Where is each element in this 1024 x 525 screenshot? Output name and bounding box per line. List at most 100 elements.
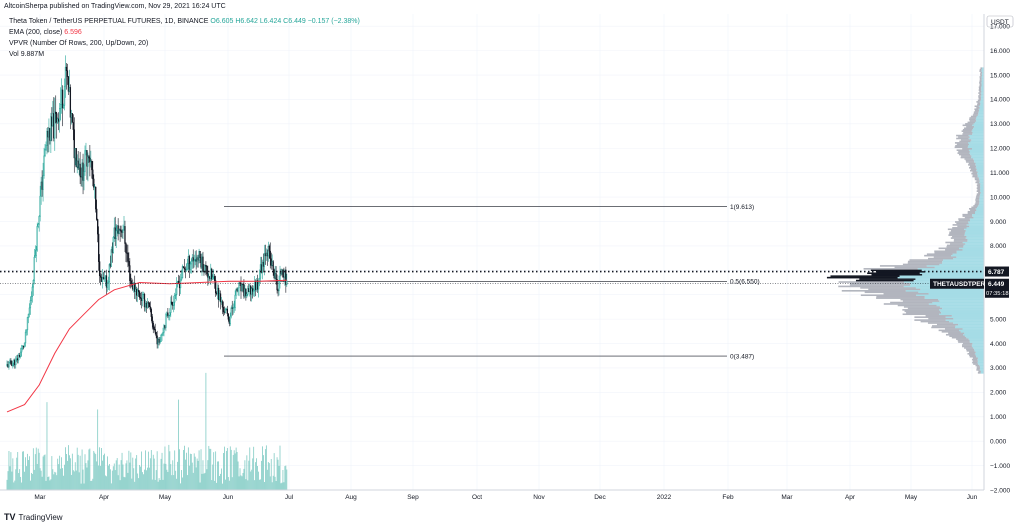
- candle-body: [28, 307, 31, 315]
- candle-body: [154, 329, 156, 333]
- candle-body: [56, 113, 58, 123]
- candle-body: [134, 282, 136, 292]
- volume-legend[interactable]: Vol 9.887M: [9, 51, 44, 58]
- candle-body: [41, 181, 43, 190]
- candle-body: [122, 229, 124, 233]
- vpvr-row-down: [978, 89, 982, 91]
- vpvr-row-up: [972, 128, 984, 131]
- candle-body: [48, 128, 50, 138]
- x-tick-label: May: [905, 494, 918, 501]
- vpvr-row-down: [975, 199, 980, 201]
- vpvr-row-up: [964, 228, 984, 231]
- vpvr-row-up: [981, 87, 984, 90]
- candle-body: [221, 301, 224, 308]
- y-tick-label: 4.000: [990, 341, 1007, 348]
- vpvr-row-down: [953, 240, 968, 242]
- vpvr-row-down: [933, 256, 957, 258]
- candle-body: [99, 275, 102, 278]
- x-tick-label: Nov: [533, 494, 545, 501]
- vpvr-row-down: [972, 361, 978, 364]
- candle-body: [183, 267, 186, 270]
- vpvr-row-down: [979, 77, 982, 80]
- vpvr-row-up: [969, 225, 984, 228]
- vpvr-row-down: [949, 231, 965, 234]
- vpvr-row-down: [963, 131, 973, 134]
- vpvr-row-down: [980, 74, 982, 77]
- x-tick-label: 2022: [657, 494, 672, 501]
- candle-body: [218, 293, 221, 300]
- candle-body: [272, 261, 274, 270]
- vpvr-row-down: [957, 339, 970, 342]
- candle-body: [121, 230, 123, 233]
- candle-body: [108, 264, 111, 283]
- vpvr-row-down: [964, 127, 974, 130]
- volume-value: 9.887M: [20, 51, 45, 58]
- vpvr-row-up: [962, 328, 984, 330]
- symbol-line[interactable]: Theta Token / TetherUS PERPETUAL FUTURES…: [9, 18, 360, 25]
- currency-label: USDT: [991, 19, 1009, 26]
- candle-body: [264, 253, 267, 257]
- vpvr-row-down: [972, 360, 978, 362]
- candle-body: [135, 289, 137, 292]
- vpvr-row-up: [978, 205, 984, 207]
- candle-body: [23, 342, 26, 348]
- candle-body: [65, 66, 68, 71]
- candle-body: [253, 289, 255, 292]
- vpvr-row-up: [969, 218, 984, 220]
- vpvr-row-down: [948, 234, 965, 236]
- candle-body: [207, 273, 209, 278]
- vpvr-row-up: [968, 145, 984, 147]
- vpvr-row-down: [969, 355, 977, 358]
- candle-body: [244, 288, 246, 297]
- candle-body: [195, 259, 197, 262]
- vpvr-row-up: [975, 210, 984, 213]
- vpvr-row-down: [945, 241, 963, 244]
- vpvr-row-down: [928, 257, 954, 260]
- candle-body: [217, 287, 220, 300]
- candle-body: [190, 260, 192, 265]
- candle-body: [72, 122, 74, 130]
- vpvr-row-down: [849, 284, 911, 286]
- time-axis[interactable]: Mar Apr May Jun Jul Aug Sep Oct Nov Dec 2022 Feb Mar…: [0, 489, 984, 501]
- y-tick-label: 9.000: [990, 219, 1007, 226]
- vpvr-legend[interactable]: VPVR (Number Of Rows, 200, Up/Down, 20): [9, 40, 149, 47]
- vpvr-row-down: [978, 95, 981, 97]
- symbol-tag-text: THETAUSDTPERP: [933, 281, 990, 288]
- vpvr-row-down: [978, 86, 982, 89]
- vpvr-row-down: [954, 146, 968, 149]
- vpvr-row-down: [969, 354, 976, 357]
- vpvr-row-down: [979, 79, 982, 81]
- candle-body: [52, 113, 54, 127]
- vpvr-row-down: [956, 222, 969, 225]
- fib-level-label: 0(3.487): [730, 353, 754, 360]
- vpvr-row-down: [956, 143, 970, 146]
- vpvr-row-up: [972, 213, 984, 216]
- vpvr-row-up: [919, 272, 984, 275]
- candle-body: [147, 302, 150, 304]
- ema-line: [6, 279, 287, 413]
- vpvr-row-down: [904, 310, 941, 313]
- candle-body: [283, 276, 285, 278]
- candle-body: [29, 300, 32, 309]
- vpvr-row-down: [956, 137, 969, 140]
- vpvr-row-down: [900, 298, 939, 301]
- candle-body: [206, 266, 208, 275]
- tradingview-brand[interactable]: TV TradingView: [4, 512, 63, 522]
- vpvr-row-down: [954, 142, 969, 144]
- vpvr-row-up: [977, 360, 984, 362]
- vpvr-row-down: [976, 366, 980, 368]
- candle-body: [232, 307, 234, 309]
- candle-body: [214, 276, 216, 281]
- vpvr-row-up: [968, 137, 984, 140]
- vpvr-row-down: [979, 90, 982, 93]
- candle-body: [224, 308, 227, 313]
- fib-retracement[interactable]: 1(9.613) 0.5(6.550) 0(3.487): [224, 204, 760, 361]
- vpvr-row-down: [967, 121, 975, 124]
- candle-body: [246, 293, 248, 296]
- vpvr-row-down: [969, 117, 976, 119]
- x-tick-label: Mar: [34, 494, 46, 501]
- ema-legend[interactable]: EMA (200, close) 6.596: [9, 29, 82, 36]
- candle-body: [44, 149, 46, 157]
- candle-body: [236, 289, 238, 292]
